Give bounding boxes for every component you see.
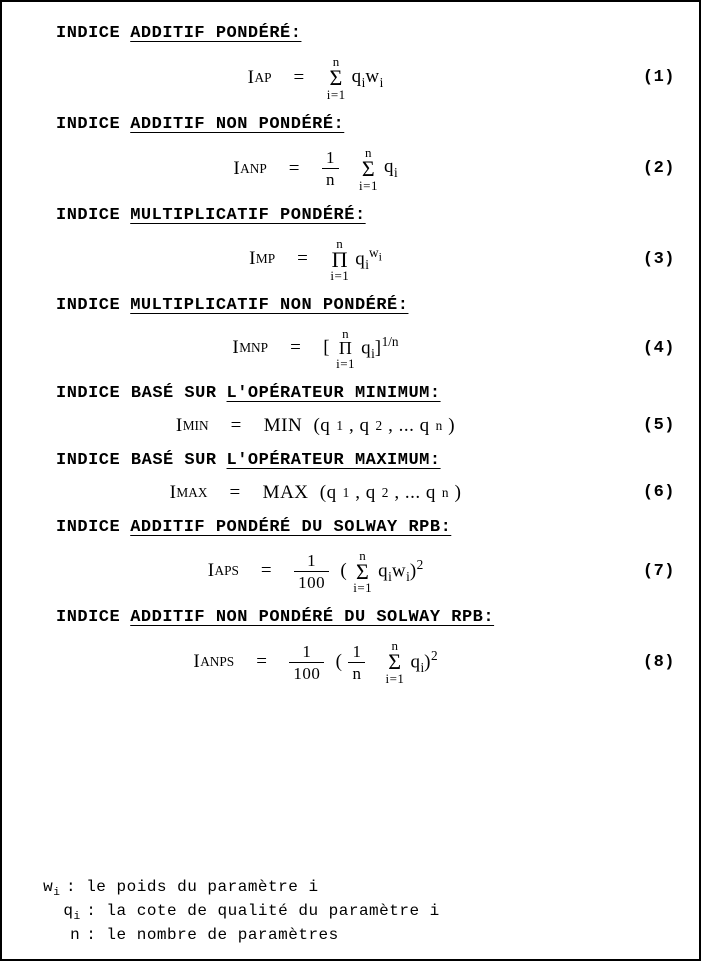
equation-3: IMP = n Π i=1 qiwi: [249, 237, 382, 283]
legend-desc: : le poids du paramètre i: [66, 877, 319, 901]
pi-op: n Π i=1: [336, 327, 355, 369]
section-min: INDICE BASÉ SUR L'OPÉRATEUR MINIMUM: IMI…: [26, 384, 675, 437]
lhs-sub: APS: [215, 563, 239, 579]
heading-label: INDICE: [56, 24, 120, 43]
heading-label: INDICE: [56, 518, 120, 537]
heading-label: INDICE: [56, 608, 120, 627]
eq-row-8: IANPS = 1 100 ( 1 n: [26, 639, 675, 685]
heading-anp: INDICE ADDITIF NON PONDÉRÉ:: [56, 115, 675, 134]
heading-label: INDICE: [56, 206, 120, 225]
lhs-sub: MIN: [183, 418, 209, 434]
sigma-op: n Σ i=1: [327, 55, 346, 101]
heading-mp: INDICE MULTIPLICATIF PONDÉRÉ:: [56, 206, 675, 225]
heading-title: L'OPÉRATEUR MINIMUM:: [227, 384, 441, 403]
sigma-op: n Σ i=1: [385, 639, 404, 685]
eq-row-3: IMP = n Π i=1 qiwi (3): [26, 237, 675, 283]
lhs-sub: ANP: [240, 161, 267, 177]
eq-number: (3): [605, 250, 675, 269]
eq-number: (5): [605, 416, 675, 435]
equation-7: IAPS = 1 100 ( n Σ i=1 qiwi)2: [208, 549, 424, 595]
lhs-sub: MAX: [176, 485, 207, 501]
section-max: INDICE BASÉ SUR L'OPÉRATEUR MAXIMUM: IMA…: [26, 451, 675, 504]
eq-number: (4): [605, 339, 675, 358]
section-anps: INDICE ADDITIF NON PONDÉRÉ DU SOLWAY RPB…: [26, 608, 675, 685]
heading-anps: INDICE ADDITIF NON PONDÉRÉ DU SOLWAY RPB…: [56, 608, 675, 627]
eq-row-4: IMNP = [ n Π i=1 qi]1/n (4): [26, 327, 675, 369]
section-anp: INDICE ADDITIF NON PONDÉRÉ: IANP = 1 n n: [26, 115, 675, 192]
legend: wi : le poids du paramètre i où qi : la …: [20, 877, 440, 947]
heading-label: INDICE BASÉ SUR: [56, 384, 217, 403]
heading-title: ADDITIF PONDÉRÉ DU SOLWAY RPB:: [130, 518, 451, 537]
heading-label: INDICE: [56, 296, 120, 315]
legend-desc: : la cote de qualité du paramètre i: [86, 901, 440, 925]
sigma-op: n Σ i=1: [353, 549, 372, 595]
heading-title: ADDITIF NON PONDÉRÉ DU SOLWAY RPB:: [130, 608, 494, 627]
eq-row-6: IMAX = MAX (q1, q2, ... qn) (6): [26, 482, 675, 504]
legend-term: wi: [26, 877, 60, 901]
lhs-sub: ANPS: [200, 654, 234, 670]
equation-8: IANPS = 1 100 ( 1 n: [193, 639, 437, 685]
heading-title: L'OPÉRATEUR MAXIMUM:: [227, 451, 441, 470]
equation-5: IMIN = MIN (q1, q2, ... qn): [176, 415, 455, 437]
eq-row-7: IAPS = 1 100 ( n Σ i=1 qiwi)2: [26, 549, 675, 595]
lhs-sub: MNP: [239, 340, 268, 356]
heading-title: MULTIPLICATIF NON PONDÉRÉ:: [130, 296, 408, 315]
heading-min: INDICE BASÉ SUR L'OPÉRATEUR MINIMUM:: [56, 384, 675, 403]
eq-row-5: IMIN = MIN (q1, q2, ... qn) (5): [26, 415, 675, 437]
lhs-sub: MP: [256, 251, 275, 267]
frac-1-100: 1 100: [294, 552, 329, 591]
section-mnp: INDICE MULTIPLICATIF NON PONDÉRÉ: IMNP =…: [26, 296, 675, 369]
eq-number: (2): [605, 159, 675, 178]
frac-1n: 1 n: [348, 643, 365, 682]
heading-title: MULTIPLICATIF PONDÉRÉ:: [130, 206, 365, 225]
lhs-sub: AP: [255, 70, 272, 86]
pi-op: n Π i=1: [330, 237, 349, 283]
eq-number: (8): [605, 653, 675, 672]
heading-max: INDICE BASÉ SUR L'OPÉRATEUR MAXIMUM:: [56, 451, 675, 470]
legend-term: n: [46, 925, 80, 947]
heading-title: ADDITIF PONDÉRÉ:: [130, 24, 301, 43]
equation-4: IMNP = [ n Π i=1 qi]1/n: [232, 327, 398, 369]
legend-term: qi: [46, 901, 80, 925]
sigma-op: n Σ i=1: [359, 146, 378, 192]
equation-6: IMAX = MAX (q1, q2, ... qn): [170, 482, 462, 504]
eq-number: (7): [605, 562, 675, 581]
legend-desc: : le nombre de paramètres: [86, 925, 339, 947]
eq-row-2: IANP = 1 n n Σ i=1 qi: [26, 146, 675, 192]
eq-number: (1): [605, 68, 675, 87]
heading-label: INDICE: [56, 115, 120, 134]
formula-page: INDICE ADDITIF PONDÉRÉ: IAP = n Σ i=1 qi…: [0, 0, 701, 961]
eq-number: (6): [605, 483, 675, 502]
heading-aps: INDICE ADDITIF PONDÉRÉ DU SOLWAY RPB:: [56, 518, 675, 537]
heading-label: INDICE BASÉ SUR: [56, 451, 217, 470]
equation-2: IANP = 1 n n Σ i=1 qi: [233, 146, 397, 192]
eq-row-1: IAP = n Σ i=1 qiwi (1): [26, 55, 675, 101]
frac-1-100: 1 100: [289, 643, 324, 682]
heading-mnp: INDICE MULTIPLICATIF NON PONDÉRÉ:: [56, 296, 675, 315]
frac-1n: 1 n: [322, 149, 339, 188]
section-ap: INDICE ADDITIF PONDÉRÉ: IAP = n Σ i=1 qi…: [26, 24, 675, 101]
section-mp: INDICE MULTIPLICATIF PONDÉRÉ: IMP = n Π …: [26, 206, 675, 283]
section-aps: INDICE ADDITIF PONDÉRÉ DU SOLWAY RPB: IA…: [26, 518, 675, 595]
equation-1: IAP = n Σ i=1 qiwi: [248, 55, 384, 101]
heading-title: ADDITIF NON PONDÉRÉ:: [130, 115, 344, 134]
heading-ap: INDICE ADDITIF PONDÉRÉ:: [56, 24, 675, 43]
